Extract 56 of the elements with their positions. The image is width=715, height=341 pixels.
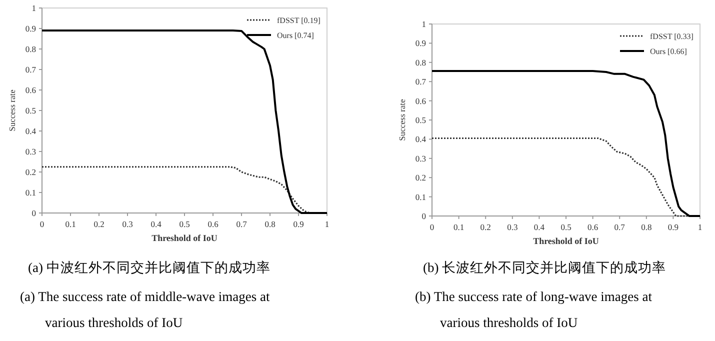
x-tick-label: 0.8 <box>641 222 652 232</box>
y-tick-label: 0.6 <box>25 85 36 95</box>
y-tick-label: 0.3 <box>415 153 426 164</box>
x-tick-label: 0.4 <box>534 222 546 232</box>
y-tick-label: 1 <box>422 19 426 29</box>
x-tick-label: 0 <box>430 222 434 232</box>
x-tick-label: 0 <box>40 219 44 229</box>
x-tick-label: 0.7 <box>614 222 625 232</box>
y-tick-label: 0.8 <box>25 44 36 54</box>
legend-label: fDSST [0.19] <box>277 16 321 25</box>
y-tick-label: 0.7 <box>25 64 36 74</box>
text: (b) The success rate of long-wave images at various thresholds of IoU <box>415 289 652 330</box>
y-axis-title: Success rate <box>7 89 17 132</box>
y-axis-title: Success rate <box>397 98 407 141</box>
y-tick-label: 0.5 <box>415 115 426 125</box>
x-axis-title: Threshold of IoU <box>533 236 600 246</box>
x-tick-label: 0.1 <box>65 219 76 229</box>
x-tick-label: 0.1 <box>453 222 464 232</box>
y-tick-label: 0.8 <box>415 57 426 68</box>
y-tick-label: 0.5 <box>25 106 36 116</box>
legend-label: Ours [0.74] <box>277 31 314 40</box>
text: (a) 中波红外不同交并比阈值下的成功率 <box>28 260 270 275</box>
x-tick-label: 0.9 <box>293 219 304 229</box>
x-tick-label: 0.3 <box>122 219 133 229</box>
x-tick-label: 0.9 <box>668 222 679 232</box>
x-tick-label: 0.6 <box>208 219 218 229</box>
legend-label: Ours [0.66] <box>650 47 688 56</box>
y-tick-label: 0.2 <box>415 172 426 183</box>
x-tick-label: 1 <box>698 222 702 232</box>
text: (b) 长波红外不同交并比阈值下的成功率 <box>423 260 666 275</box>
x-tick-label: 0.4 <box>150 219 162 229</box>
y-tick-label: 0.1 <box>415 192 426 202</box>
x-tick-label: 0.6 <box>587 222 598 232</box>
y-tick-label: 0.9 <box>25 24 36 34</box>
x-tick-label: 0.7 <box>236 219 247 229</box>
x-axis-title: Threshold of IoU <box>152 233 218 243</box>
x-tick-label: 1 <box>324 219 330 229</box>
y-tick-label: 0 <box>422 211 426 221</box>
text: (a) The success rate of middle-wave images at various thresholds of IoU <box>20 289 270 330</box>
x-tick-label: 0.5 <box>179 219 190 229</box>
x-tick-label: 0.8 <box>264 219 276 229</box>
x-tick-label: 0.2 <box>94 219 104 229</box>
x-tick-label: 0.5 <box>560 222 572 232</box>
y-tick-label: 0 <box>32 208 36 218</box>
y-tick-label: 0.4 <box>415 134 427 144</box>
y-tick-label: 0.7 <box>415 76 426 87</box>
y-tick-label: 0.2 <box>25 167 36 177</box>
y-tick-label: 0.6 <box>415 96 426 106</box>
x-tick-label: 0.2 <box>480 222 491 232</box>
y-tick-label: 1 <box>32 3 36 13</box>
legend-label: fDSST [0.33] <box>650 32 694 41</box>
y-tick-label: 0.9 <box>415 38 426 48</box>
x-tick-label: 0.3 <box>507 222 518 232</box>
y-tick-label: 0.1 <box>25 188 36 198</box>
y-tick-label: 0.4 <box>25 126 37 136</box>
y-tick-label: 0.3 <box>25 146 36 156</box>
